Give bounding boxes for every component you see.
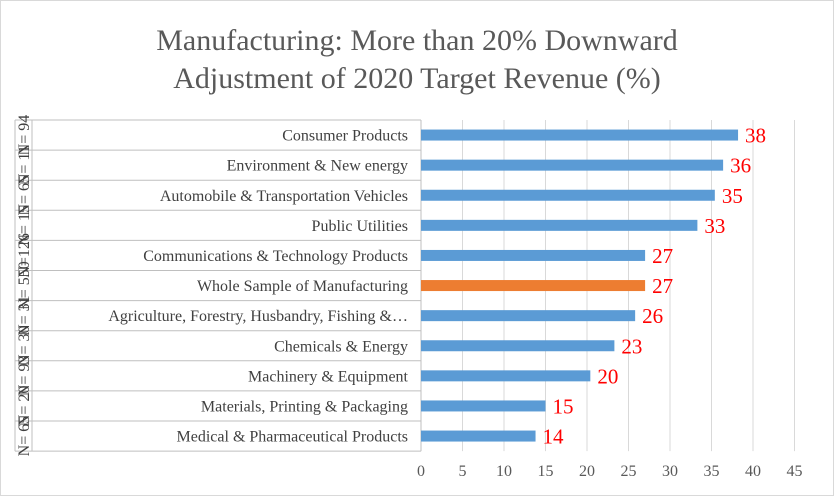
bar-9 xyxy=(421,400,546,412)
bar-10 xyxy=(421,430,536,442)
sample-size-label-4: N=126 xyxy=(16,233,33,278)
value-label-0: 38 xyxy=(745,124,766,148)
x-tick-label-6: 30 xyxy=(662,463,678,480)
bar-0 xyxy=(421,129,739,141)
category-label-9: Materials, Printing & Packaging xyxy=(201,398,408,415)
x-tick-label-1: 5 xyxy=(459,463,467,480)
category-label-7: Chemicals & Energy xyxy=(274,338,408,355)
bar-3 xyxy=(421,219,698,231)
sample-size-label-7: N= 30 xyxy=(16,325,33,366)
bar-1 xyxy=(421,159,724,171)
sample-size-label-10: N= 65 xyxy=(16,416,33,457)
bar-8 xyxy=(421,370,591,382)
bar-4 xyxy=(421,249,646,261)
sample-size-label-5: N= 550 xyxy=(16,261,33,310)
category-label-3: Public Utilities xyxy=(312,218,408,235)
bars xyxy=(421,129,739,442)
value-label-10: 14 xyxy=(543,425,565,449)
x-tick-label-4: 20 xyxy=(579,463,595,480)
bar-2 xyxy=(421,189,715,201)
category-label-2: Automobile & Transportation Vehicles xyxy=(160,188,408,205)
value-label-7: 23 xyxy=(621,334,642,358)
sample-size-label-1: N= 11 xyxy=(16,145,33,185)
x-tick-label-2: 10 xyxy=(496,463,512,480)
x-tick-label-3: 15 xyxy=(538,463,554,480)
sample-size-label-6: N= 31 xyxy=(16,295,33,336)
value-label-4: 27 xyxy=(652,244,673,268)
sample-size-label-9: N= 20 xyxy=(16,386,33,427)
x-tick-label-5: 25 xyxy=(621,463,637,480)
value-label-8: 20 xyxy=(597,364,618,388)
value-label-1: 36 xyxy=(730,154,751,178)
category-label-6: Agriculture, Forestry, Husbandry, Fishin… xyxy=(108,308,408,325)
category-label-4: Communications & Technology Products xyxy=(143,248,408,265)
value-label-2: 35 xyxy=(722,184,743,208)
table-row-lines xyxy=(14,119,422,452)
value-label-3: 33 xyxy=(704,214,725,238)
category-label-10: Medical & Pharmaceutical Products xyxy=(177,429,408,446)
chart-title: Manufacturing: More than 20% Downward Ad… xyxy=(0,22,834,98)
sample-size-label-2: N= 65 xyxy=(16,175,33,216)
bar-6 xyxy=(421,310,636,322)
x-tick-label-0: 0 xyxy=(417,463,425,480)
value-label-9: 15 xyxy=(553,394,574,418)
category-label-8: Machinery & Equipment xyxy=(248,368,409,385)
value-label-5: 27 xyxy=(652,274,673,298)
chart-title-line-2: Adjustment of 2020 Target Revenue (%) xyxy=(173,62,661,95)
bar-7 xyxy=(421,340,615,352)
sample-size-label-3: N= 15 xyxy=(16,205,33,246)
sample-size-label-8: N= 93 xyxy=(16,356,33,397)
x-tick-label-9: 45 xyxy=(787,463,803,480)
x-tick-label-8: 40 xyxy=(745,463,761,480)
bar-5 xyxy=(421,280,646,292)
category-label-0: Consumer Products xyxy=(282,128,408,145)
x-axis-tick-labels: 0 5 10 15 20 25 30 35 40 45 xyxy=(417,463,803,480)
value-label-6: 26 xyxy=(642,304,663,328)
category-labels: Consumer Products Environment & New energ… xyxy=(108,128,408,446)
category-label-5: Whole Sample of Manufacturing xyxy=(197,278,408,295)
chart-title-line-1: Manufacturing: More than 20% Downward xyxy=(156,24,678,57)
x-tick-label-7: 35 xyxy=(704,463,720,480)
category-label-1: Environment & New energy xyxy=(227,158,408,175)
sample-size-label-0: N= 94 xyxy=(16,115,33,156)
